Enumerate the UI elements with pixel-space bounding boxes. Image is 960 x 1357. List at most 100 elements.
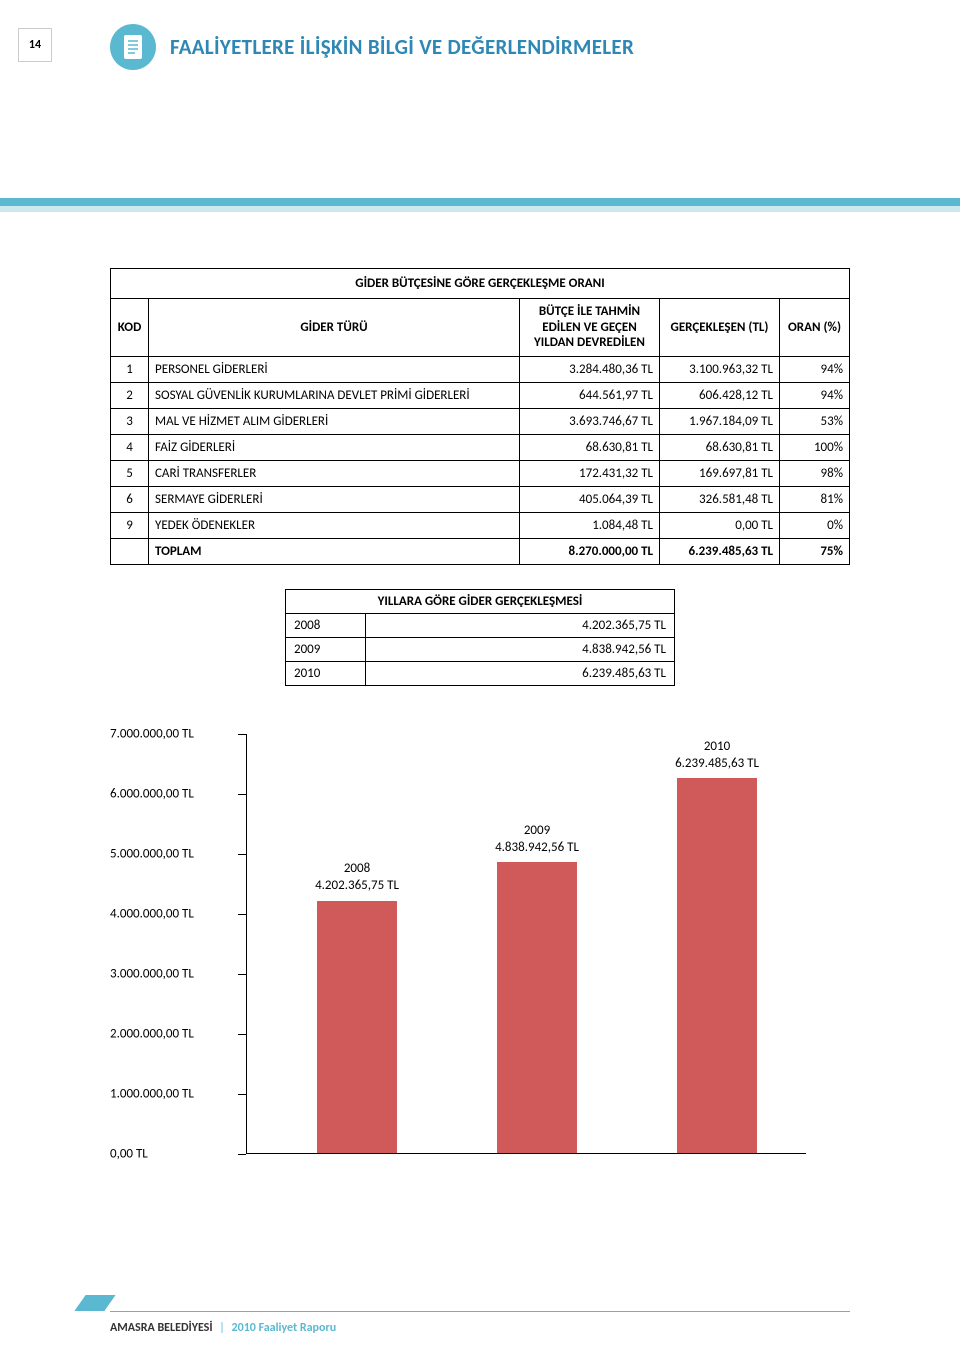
cell-kod: 4 <box>111 434 149 460</box>
cell-tur: SOSYAL GÜVENLİK KURUMLARINA DEVLET PRİMİ… <box>149 382 520 408</box>
footer-municipality: AMASRA BELEDİYESİ <box>110 1321 213 1335</box>
table-row: 9YEDEK ÖDENEKLER1.084,48 TL0,00 TL0% <box>111 512 850 538</box>
cell-butce: 3.693.746,67 TL <box>520 408 660 434</box>
cell-gercek: 1.967.184,09 TL <box>660 408 780 434</box>
document-icon <box>110 24 156 70</box>
cell-oran: 94% <box>780 356 850 382</box>
cell-oran: 53% <box>780 408 850 434</box>
cell-gercek: 3.100.963,32 TL <box>660 356 780 382</box>
cell-gercek: 606.428,12 TL <box>660 382 780 408</box>
cell-gercek: 326.581,48 TL <box>660 486 780 512</box>
cell-butce: 3.284.480,36 TL <box>520 356 660 382</box>
cell-tur: CARİ TRANSFERLER <box>149 460 520 486</box>
cell-kod: 2 <box>111 382 149 408</box>
ytick-label: 5.000.000,00 TL <box>110 846 230 861</box>
table-row: 3MAL VE HİZMET ALIM GİDERLERİ3.693.746,6… <box>111 408 850 434</box>
yearly-table: YILLARA GÖRE GİDER GERÇEKLEŞMESİ 20084.2… <box>285 589 675 686</box>
total-butce: 8.270.000,00 TL <box>520 538 660 564</box>
ytick-mark <box>238 734 246 735</box>
bar-label: 20084.202.365,75 TL <box>297 861 417 895</box>
yearly-value: 4.202.365,75 TL <box>366 613 675 637</box>
cell-butce: 1.084,48 TL <box>520 512 660 538</box>
page-number: 14 <box>18 28 52 62</box>
cell-butce: 644.561,97 TL <box>520 382 660 408</box>
footer-divider <box>110 1307 850 1311</box>
chart-bar <box>497 862 577 1152</box>
cell-kod: 6 <box>111 486 149 512</box>
header-bar <box>0 198 960 206</box>
table-row: 6SERMAYE GİDERLERİ405.064,39 TL326.581,4… <box>111 486 850 512</box>
ytick-mark <box>238 914 246 915</box>
yearly-row: 20094.838.942,56 TL <box>286 637 675 661</box>
yearly-value: 6.239.485,63 TL <box>366 661 675 685</box>
ytick-mark <box>238 974 246 975</box>
table-row: 2SOSYAL GÜVENLİK KURUMLARINA DEVLET PRİM… <box>111 382 850 408</box>
cell-kod: 1 <box>111 356 149 382</box>
cell-tur: YEDEK ÖDENEKLER <box>149 512 520 538</box>
cell-oran: 81% <box>780 486 850 512</box>
bar-chart: 0,00 TL1.000.000,00 TL2.000.000,00 TL3.0… <box>110 734 850 1154</box>
yearly-row: 20084.202.365,75 TL <box>286 613 675 637</box>
th-butce: BÜTÇE İLE TAHMİN EDİLEN VE GEÇEN YILDAN … <box>520 299 660 357</box>
cell-oran: 98% <box>780 460 850 486</box>
ytick-label: 6.000.000,00 TL <box>110 786 230 801</box>
yearly-year: 2008 <box>286 613 366 637</box>
table-title: GİDER BÜTÇESİNE GÖRE GERÇEKLEŞME ORANI <box>111 269 850 299</box>
th-oran: ORAN (%) <box>780 299 850 357</box>
ytick-mark <box>238 1094 246 1095</box>
cell-butce: 68.630,81 TL <box>520 434 660 460</box>
ytick-label: 1.000.000,00 TL <box>110 1086 230 1101</box>
yearly-value: 4.838.942,56 TL <box>366 637 675 661</box>
cell-butce: 172.431,32 TL <box>520 460 660 486</box>
ytick-mark <box>238 794 246 795</box>
th-gercek: GERÇEKLEŞEN (TL) <box>660 299 780 357</box>
yearly-title: YILLARA GÖRE GİDER GERÇEKLEŞMESİ <box>286 589 675 613</box>
yearly-year: 2010 <box>286 661 366 685</box>
cell-kod: 5 <box>111 460 149 486</box>
cell-tur: PERSONEL GİDERLERİ <box>149 356 520 382</box>
yearly-year: 2009 <box>286 637 366 661</box>
total-kod <box>111 538 149 564</box>
bar-label: 20094.838.942,56 TL <box>477 823 597 857</box>
cell-butce: 405.064,39 TL <box>520 486 660 512</box>
chart-bar <box>317 901 397 1153</box>
plot-area: 20084.202.365,75 TL 20094.838.942,56 TL 20… <box>246 734 806 1154</box>
ytick-mark <box>238 1154 246 1155</box>
ytick-mark <box>238 1034 246 1035</box>
chart-bar <box>677 778 757 1152</box>
ytick-mark <box>238 854 246 855</box>
footer-text: AMASRA BELEDİYESİ | 2010 Faaliyet Raporu <box>110 1321 336 1335</box>
total-gercek: 6.239.485,63 TL <box>660 538 780 564</box>
cell-gercek: 68.630,81 TL <box>660 434 780 460</box>
cell-tur: SERMAYE GİDERLERİ <box>149 486 520 512</box>
table-row: 4FAİZ GİDERLERİ68.630,81 TL68.630,81 TL1… <box>111 434 850 460</box>
yearly-row: 20106.239.485,63 TL <box>286 661 675 685</box>
ytick-label: 4.000.000,00 TL <box>110 906 230 921</box>
th-kod: KOD <box>111 299 149 357</box>
bar-label: 20106.239.485,63 TL <box>657 739 777 773</box>
footer-separator: | <box>219 1321 225 1335</box>
total-label: TOPLAM <box>149 538 520 564</box>
cell-tur: FAİZ GİDERLERİ <box>149 434 520 460</box>
cell-kod: 9 <box>111 512 149 538</box>
ytick-label: 7.000.000,00 TL <box>110 726 230 741</box>
header-title: FAALİYETLERE İLİŞKİN BİLGİ VE DEĞERLENDİ… <box>170 34 634 60</box>
footer-report: 2010 Faaliyet Raporu <box>232 1321 337 1335</box>
table-row: 5CARİ TRANSFERLER172.431,32 TL169.697,81… <box>111 460 850 486</box>
ytick-label: 2.000.000,00 TL <box>110 1026 230 1041</box>
cell-oran: 0% <box>780 512 850 538</box>
page-header: FAALİYETLERE İLİŞKİN BİLGİ VE DEĞERLENDİ… <box>110 24 634 70</box>
table-row: 1PERSONEL GİDERLERİ3.284.480,36 TL3.100.… <box>111 356 850 382</box>
cell-gercek: 169.697,81 TL <box>660 460 780 486</box>
ytick-label: 3.000.000,00 TL <box>110 966 230 981</box>
th-tur: GİDER TÜRÜ <box>149 299 520 357</box>
cell-tur: MAL VE HİZMET ALIM GİDERLERİ <box>149 408 520 434</box>
cell-oran: 94% <box>780 382 850 408</box>
total-oran: 75% <box>780 538 850 564</box>
cell-oran: 100% <box>780 434 850 460</box>
header-bar-shadow <box>0 206 960 212</box>
ytick-label: 0,00 TL <box>110 1146 230 1161</box>
cell-gercek: 0,00 TL <box>660 512 780 538</box>
budget-table: GİDER BÜTÇESİNE GÖRE GERÇEKLEŞME ORANI K… <box>110 268 850 565</box>
cell-kod: 3 <box>111 408 149 434</box>
